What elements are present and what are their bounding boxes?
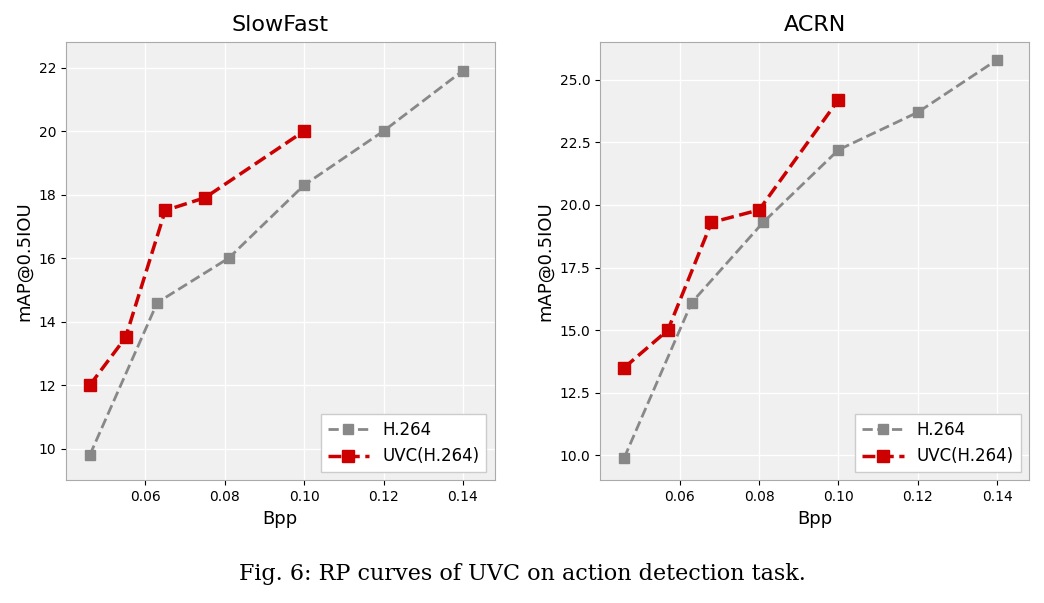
UVC(H.264) — [618, 364, 631, 371]
Line: UVC(H.264): UVC(H.264) — [619, 94, 844, 373]
H.264 — [222, 254, 235, 262]
UVC(H.264) — [84, 382, 96, 389]
Line: UVC(H.264): UVC(H.264) — [85, 125, 310, 391]
H.264 — [84, 452, 96, 459]
H.264 — [911, 109, 924, 116]
H.264 — [757, 219, 769, 226]
Y-axis label: mAP@0.5IOU: mAP@0.5IOU — [15, 201, 33, 321]
X-axis label: Bpp: Bpp — [263, 510, 298, 528]
Legend: H.264, UVC(H.264): H.264, UVC(H.264) — [321, 414, 487, 472]
Title: ACRN: ACRN — [784, 15, 846, 35]
Text: Fig. 6: RP curves of UVC on action detection task.: Fig. 6: RP curves of UVC on action detec… — [239, 563, 805, 585]
H.264 — [991, 56, 1003, 63]
UVC(H.264) — [662, 327, 674, 334]
Legend: H.264, UVC(H.264): H.264, UVC(H.264) — [855, 414, 1021, 472]
H.264 — [298, 182, 310, 189]
Line: H.264: H.264 — [85, 66, 468, 460]
UVC(H.264) — [298, 127, 310, 134]
H.264 — [377, 127, 389, 134]
Title: SlowFast: SlowFast — [232, 15, 329, 35]
Line: H.264: H.264 — [619, 55, 1002, 463]
Y-axis label: mAP@0.5IOU: mAP@0.5IOU — [537, 201, 554, 321]
UVC(H.264) — [753, 206, 765, 213]
UVC(H.264) — [198, 194, 211, 201]
X-axis label: Bpp: Bpp — [797, 510, 832, 528]
UVC(H.264) — [119, 334, 132, 341]
H.264 — [832, 146, 845, 153]
UVC(H.264) — [706, 219, 718, 226]
H.264 — [685, 299, 697, 306]
UVC(H.264) — [832, 96, 845, 103]
H.264 — [618, 454, 631, 461]
H.264 — [151, 299, 164, 306]
UVC(H.264) — [159, 207, 171, 214]
H.264 — [456, 67, 469, 74]
